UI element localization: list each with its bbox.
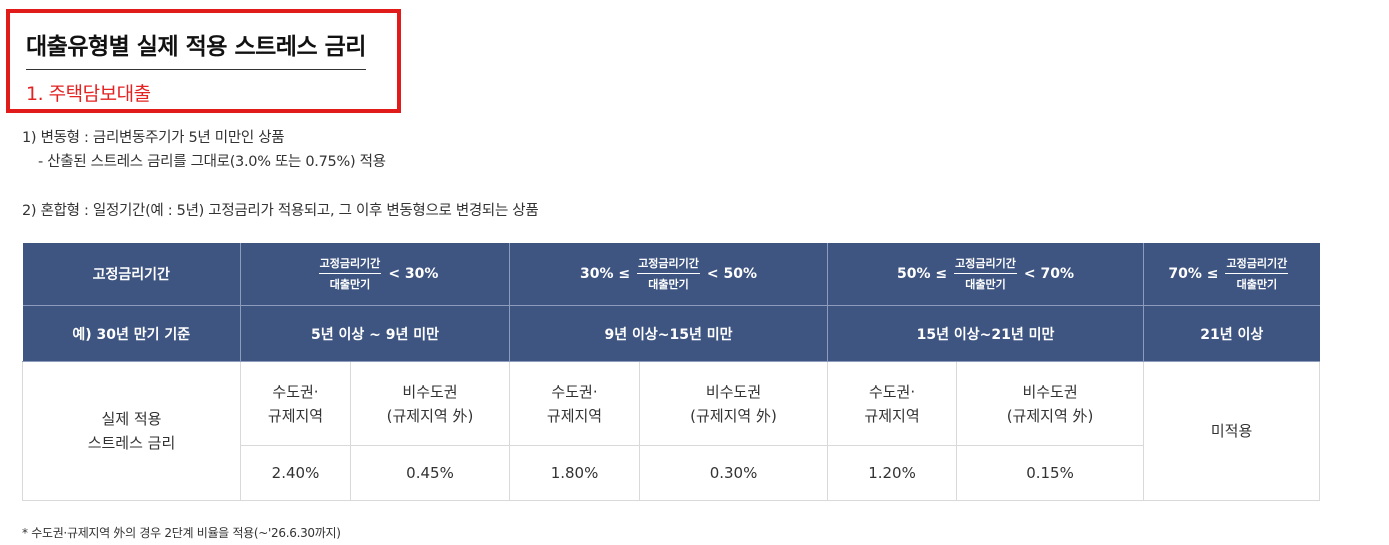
fraction-numerator: 고정금리기간 — [318, 256, 382, 274]
region-row: 실제 적용 스트레스 금리 수도권· 규제지역 비수도권 (규제지역 外) 수도… — [22, 361, 1321, 501]
ratio-range-4: 70% ≤ 고정금리기간 대출만기 — [1143, 243, 1320, 306]
label-line: 스트레스 금리 — [87, 434, 176, 452]
rate-value: 1.80% — [509, 445, 641, 501]
region-line: 수도권· — [272, 382, 319, 401]
mixed-type-description: 2) 혼합형 : 일정기간(예 : 5년) 고정금리가 적용되고, 그 이후 변… — [22, 203, 539, 219]
ratio-prefix: 30% ≤ — [580, 266, 631, 282]
region-metro-cell: 수도권· 규제지역 — [240, 361, 351, 446]
footnote: * 수도권·규제지역 外의 경우 2단계 비율을 적용(~'26.6.30까지) — [22, 526, 341, 540]
rate-value: 1.20% — [827, 445, 958, 501]
ratio-fraction: 고정금리기간 대출만기 — [318, 256, 382, 292]
label-line: 실제 적용 — [101, 410, 162, 428]
example-term-row: 예) 30년 만기 기준 5년 이상 ~ 9년 미만 9년 이상~15년 미만 … — [22, 305, 1320, 362]
rate-value: 0.30% — [639, 445, 829, 501]
applied-stress-rate-label: 실제 적용 스트레스 금리 — [22, 361, 241, 501]
ratio-prefix: 70% ≤ — [1168, 266, 1219, 282]
ratio-suffix: < 50% — [706, 266, 758, 282]
region-non-metro-cell: 비수도권 (규제지역 外) — [956, 361, 1145, 446]
ratio-suffix: < 30% — [388, 266, 439, 282]
region-line: 규제지역 — [864, 406, 920, 425]
region-non-metro-cell: 비수도권 (규제지역 外) — [349, 361, 511, 446]
section-subtitle: 1. 주택담보대출 — [26, 83, 151, 105]
region-line: (규제지역 外) — [1006, 406, 1094, 425]
page-title: 대출유형별 실제 적용 스트레스 금리 — [26, 27, 366, 70]
region-line: 수도권· — [551, 382, 598, 401]
example-label: 예) 30년 만기 기준 — [22, 305, 241, 362]
ratio-range-1: 고정금리기간 대출만기 < 30% — [240, 243, 511, 306]
not-applied-cell: 미적용 — [1143, 361, 1321, 501]
fraction-denominator: 대출만기 — [1236, 278, 1278, 291]
rate-value: 2.40% — [240, 445, 351, 501]
region-non-metro-cell: 비수도권 (규제지역 外) — [639, 361, 829, 446]
rate-value: 0.45% — [349, 445, 511, 501]
fixed-period-ratio-row: 고정금리기간 고정금리기간 대출만기 < 30% 30% ≤ 고정금리기간 대출… — [22, 243, 1320, 306]
variable-type-detail: - 산출된 스트레스 금리를 그대로(3.0% 또는 0.75%) 적용 — [38, 154, 386, 170]
ratio-fraction: 고정금리기간 대출만기 — [637, 256, 700, 292]
fraction-denominator: 대출만기 — [648, 278, 689, 291]
region-line: 비수도권 — [1022, 382, 1078, 401]
fixed-period-label: 고정금리기간 — [22, 243, 241, 306]
variable-type-description: 1) 변동형 : 금리변동주기가 5년 미만인 상품 — [22, 130, 285, 146]
region-line: 비수도권 — [705, 382, 762, 401]
fraction-numerator: 고정금리기간 — [1225, 256, 1289, 274]
region-line: 규제지역 — [267, 406, 324, 425]
fraction-numerator: 고정금리기간 — [954, 256, 1017, 274]
ratio-fraction: 고정금리기간 대출만기 — [954, 256, 1017, 292]
rate-value: 0.15% — [956, 445, 1145, 501]
ratio-range-3: 50% ≤ 고정금리기간 대출만기 < 70% — [827, 243, 1145, 306]
ratio-suffix: < 70% — [1023, 266, 1075, 282]
term-range-2: 9년 이상~15년 미만 — [509, 305, 829, 362]
ratio-prefix: 50% ≤ — [897, 266, 948, 282]
region-line: 수도권· — [868, 382, 916, 401]
region-line: 규제지역 — [546, 406, 603, 425]
region-metro-cell: 수도권· 규제지역 — [827, 361, 958, 446]
rate-row: 2.40% 0.45% 1.80% 0.30% 1.20% 0.15% — [23, 445, 1320, 501]
ratio-range-2: 30% ≤ 고정금리기간 대출만기 < 50% — [509, 243, 829, 306]
region-line: (규제지역 外) — [690, 406, 777, 425]
term-range-4: 21년 이상 — [1143, 305, 1320, 362]
region-line: 비수도권 — [402, 382, 458, 401]
ratio-fraction: 고정금리기간 대출만기 — [1225, 256, 1289, 292]
region-metro-cell: 수도권· 규제지역 — [509, 361, 641, 446]
term-range-3: 15년 이상~21년 미만 — [827, 305, 1145, 362]
region-line: (규제지역 外) — [386, 406, 474, 425]
term-range-1: 5년 이상 ~ 9년 미만 — [240, 305, 511, 362]
fraction-numerator: 고정금리기간 — [637, 256, 700, 274]
stress-rate-table: 고정금리기간 고정금리기간 대출만기 < 30% 30% ≤ 고정금리기간 대출… — [22, 243, 1321, 501]
fraction-denominator: 대출만기 — [965, 278, 1006, 291]
title-highlight-box: 대출유형별 실제 적용 스트레스 금리 1. 주택담보대출 — [6, 9, 401, 113]
fraction-denominator: 대출만기 — [329, 278, 371, 291]
